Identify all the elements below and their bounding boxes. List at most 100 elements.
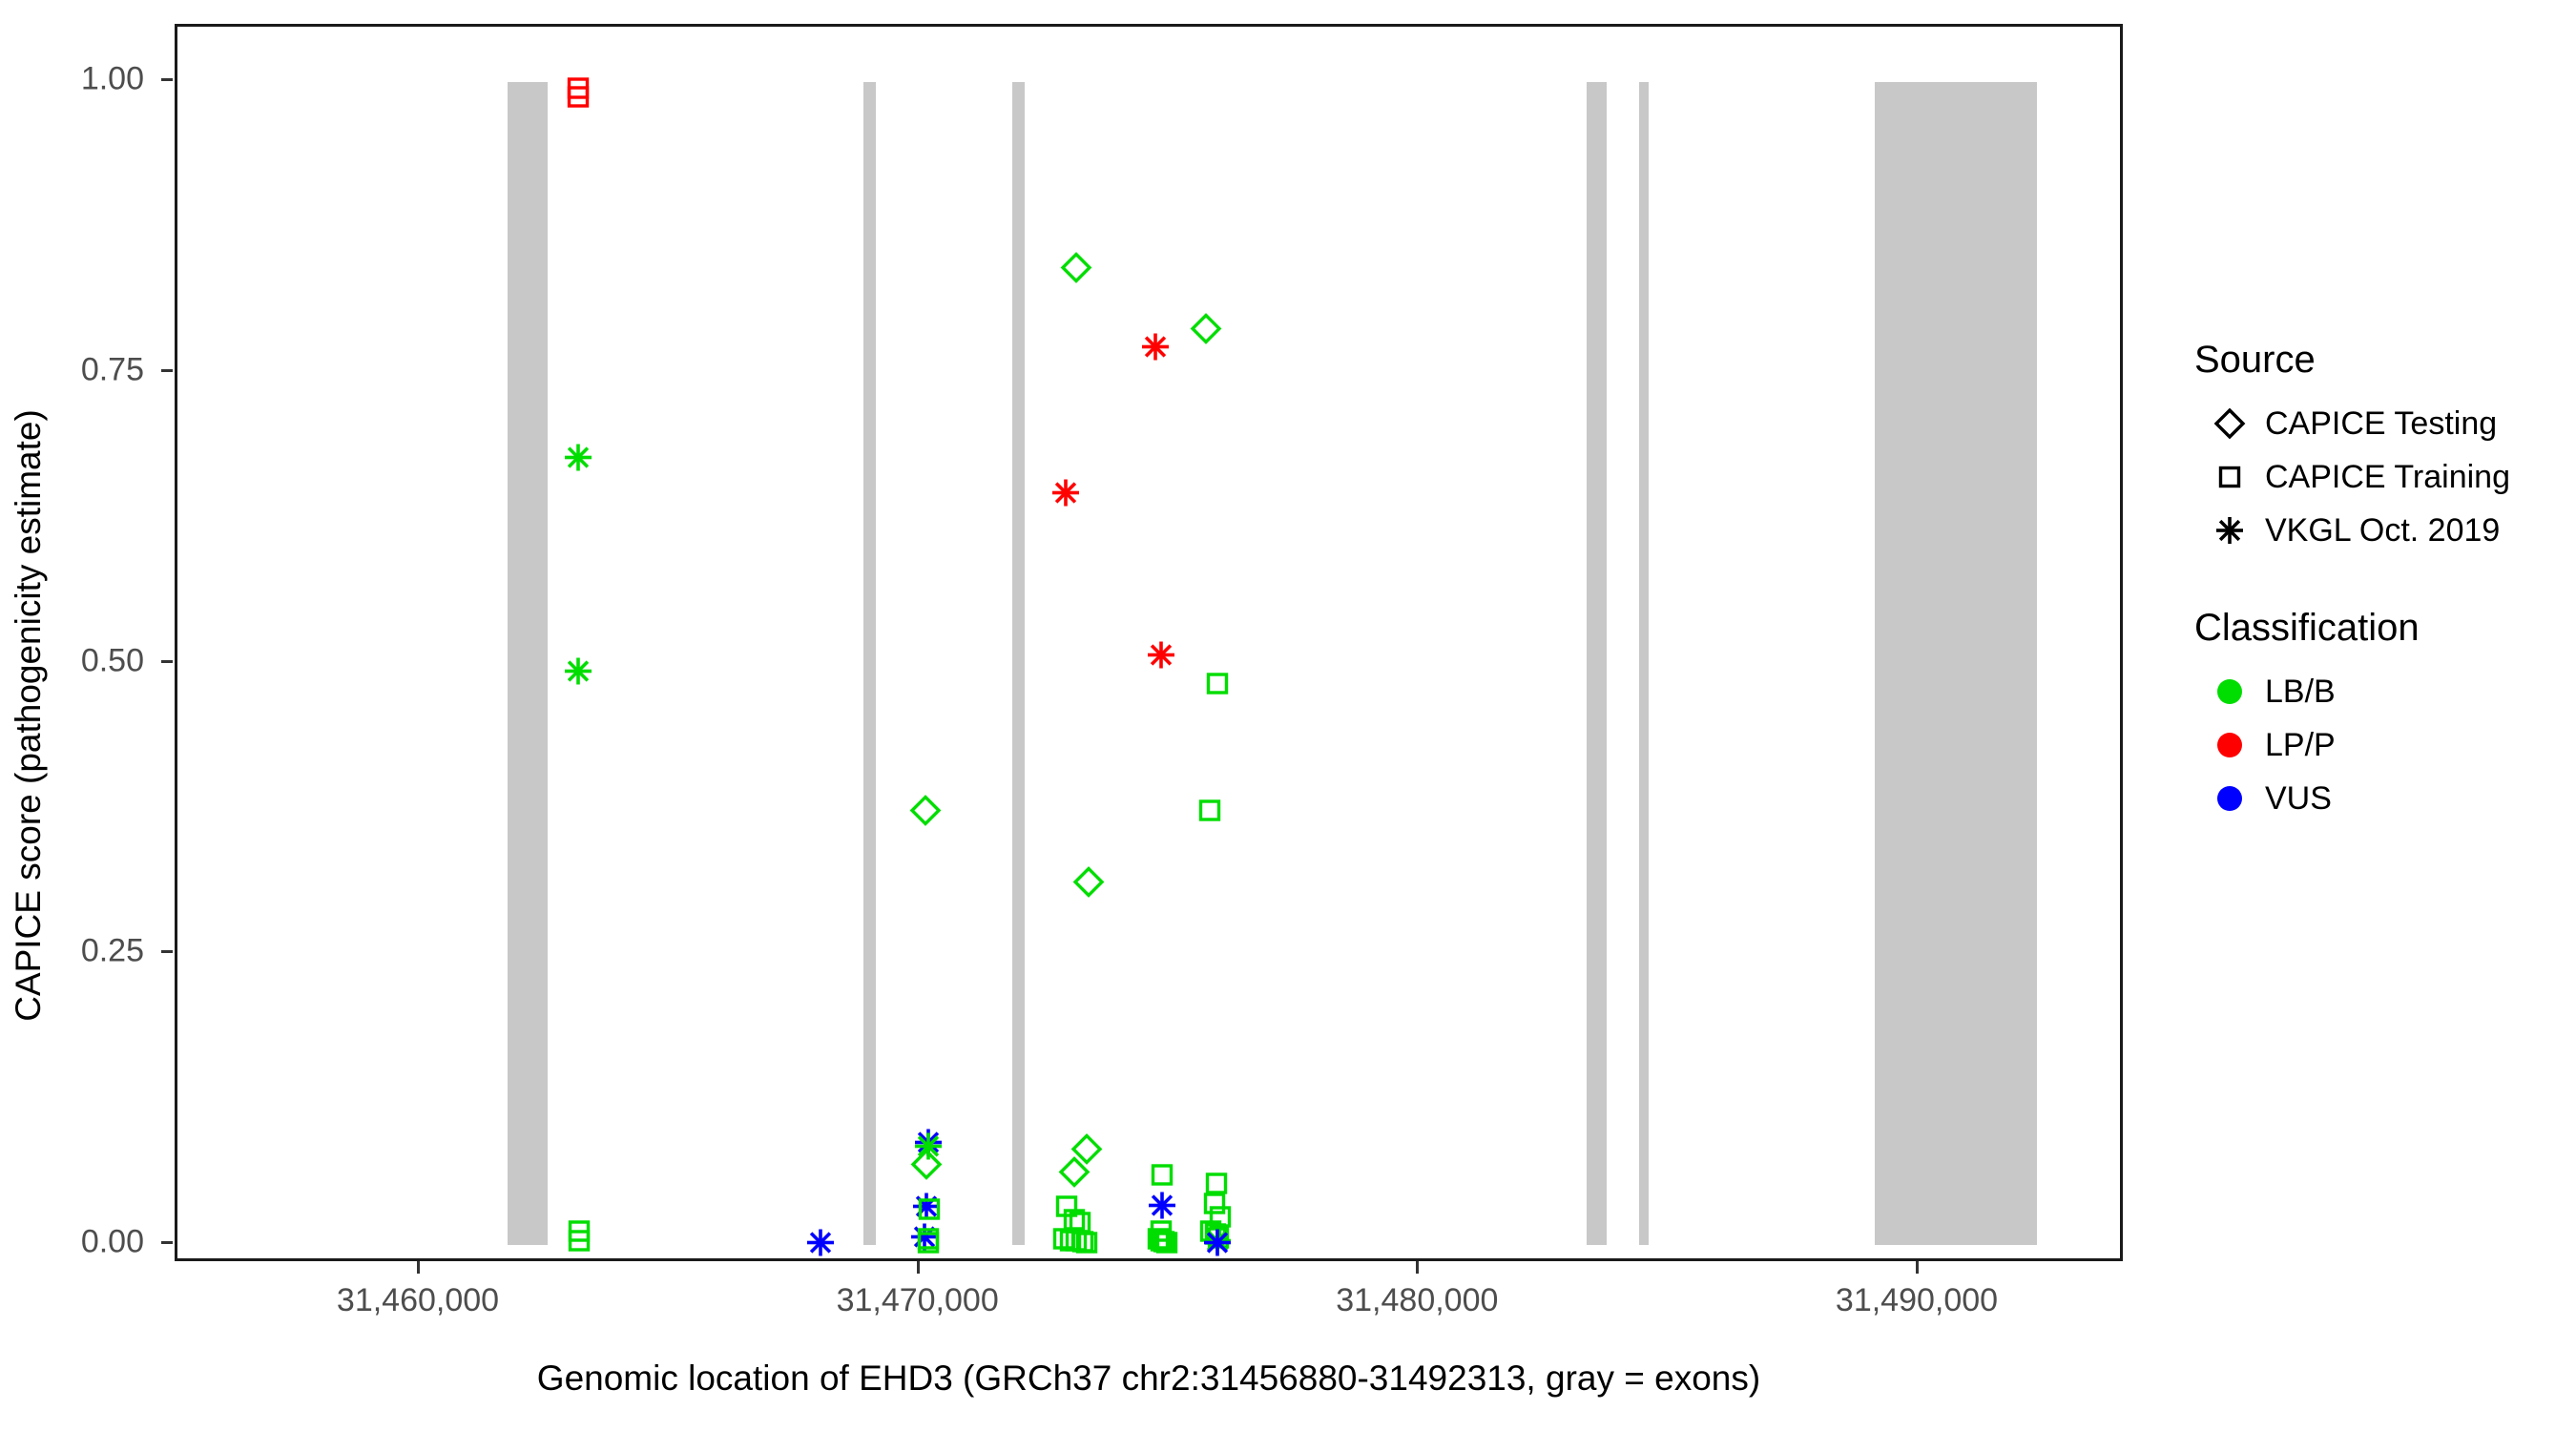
data-point xyxy=(563,1214,595,1252)
legend-item-asterisk[interactable]: VKGL Oct. 2019 xyxy=(2194,504,2557,557)
data-point xyxy=(562,655,594,693)
data-point xyxy=(910,1191,943,1228)
y-axis-tick xyxy=(161,659,173,663)
data-point xyxy=(1067,1225,1099,1258)
data-point xyxy=(1200,1167,1233,1204)
data-point xyxy=(1048,1223,1080,1258)
data-point xyxy=(1145,1214,1177,1252)
y-axis-tick-label: 0.00 xyxy=(80,1223,144,1260)
x-axis-tick-label: 31,480,000 xyxy=(1336,1282,1499,1318)
x-axis-tick xyxy=(1416,1261,1420,1274)
data-point xyxy=(1050,1191,1083,1228)
x-axis-tick xyxy=(417,1261,420,1274)
classification-lb-b-icon xyxy=(2194,679,2265,704)
data-point xyxy=(563,1224,595,1258)
x-axis-title: Genomic location of EHD3 (GRCh37 chr2:31… xyxy=(536,1358,1761,1398)
y-axis-tick xyxy=(161,78,173,81)
x-axis-tick-label: 31,490,000 xyxy=(1835,1282,1999,1318)
data-point xyxy=(1201,1227,1234,1259)
legend: Source CAPICE Testing CAPICE Training VKGL… xyxy=(2194,339,2557,825)
x-axis-tick-label: 31,460,000 xyxy=(336,1282,500,1318)
data-point xyxy=(1070,1227,1103,1259)
x-axis-tick xyxy=(1916,1261,1919,1274)
data-point xyxy=(1146,1159,1178,1196)
data-point xyxy=(1142,1223,1174,1258)
legend-item-classification-lp-p[interactable]: LP/P xyxy=(2194,718,2557,772)
y-axis-tick-label: 0.25 xyxy=(80,932,144,969)
data-point xyxy=(1060,252,1092,289)
y-axis-tick-label: 0.50 xyxy=(80,642,144,678)
data-point xyxy=(1064,1207,1096,1244)
y-axis-tick-label: 0.75 xyxy=(80,351,144,388)
data-point xyxy=(909,794,942,831)
data-point xyxy=(1070,1133,1103,1171)
data-point xyxy=(908,1220,941,1257)
data-point xyxy=(1199,1218,1232,1255)
y-axis-tick xyxy=(161,368,173,372)
legend-item-label: VKGL Oct. 2019 xyxy=(2265,511,2501,549)
legend-item-label: CAPICE Testing xyxy=(2265,404,2498,442)
classification-lp-p-icon xyxy=(2194,733,2265,757)
legend-group-source: CAPICE Testing CAPICE Training VKGL Oct. 2… xyxy=(2194,397,2557,557)
data-point xyxy=(1201,1224,1234,1258)
classification-vus-icon xyxy=(2194,786,2265,811)
data-point xyxy=(804,1227,837,1259)
data-point xyxy=(1054,1224,1087,1258)
data-point xyxy=(1204,1201,1236,1238)
data-point xyxy=(1146,1189,1178,1226)
data-point xyxy=(1201,667,1234,704)
plot-panel xyxy=(175,24,2123,1261)
x-axis-tick-label: 31,470,000 xyxy=(836,1282,999,1318)
y-axis-tick xyxy=(161,950,173,954)
exon-bar xyxy=(508,82,548,1245)
data-point xyxy=(1145,1224,1177,1258)
data-point xyxy=(1049,476,1082,513)
legend-spacer xyxy=(2194,557,2557,607)
asterisk-icon xyxy=(2194,514,2265,547)
legend-item-label: LB/B xyxy=(2265,673,2336,710)
legend-item-classification-vus[interactable]: VUS xyxy=(2194,772,2557,825)
data-point xyxy=(1198,1187,1231,1224)
square-icon xyxy=(2194,461,2265,493)
legend-title-classification: Classification xyxy=(2194,607,2420,649)
data-point xyxy=(1072,866,1105,903)
data-point xyxy=(1202,1222,1235,1258)
data-point xyxy=(1145,639,1177,676)
y-axis-tick-label: 1.00 xyxy=(80,60,144,97)
data-point xyxy=(910,1149,943,1186)
exon-bar xyxy=(1587,82,1607,1245)
data-point xyxy=(1148,1225,1180,1258)
data-point xyxy=(912,1130,945,1167)
legend-item-label: LP/P xyxy=(2265,726,2336,763)
exon-bar xyxy=(1875,82,2037,1245)
diamond-icon xyxy=(2194,407,2265,440)
data-point xyxy=(1058,1203,1091,1240)
data-point xyxy=(912,1223,945,1258)
legend-item-classification-lb-b[interactable]: LB/B xyxy=(2194,665,2557,718)
exon-bar xyxy=(1638,82,1649,1245)
y-axis-tick xyxy=(161,1241,173,1244)
legend-group-classification: LB/B LP/P VUS xyxy=(2194,665,2557,825)
data-point xyxy=(1195,1214,1227,1252)
data-point xyxy=(1151,1227,1183,1259)
data-point xyxy=(562,72,594,109)
data-point xyxy=(1194,794,1226,831)
legend-item-label: VUS xyxy=(2265,779,2332,817)
data-point xyxy=(1060,1224,1092,1258)
data-point xyxy=(1190,312,1222,349)
legend-item-label: CAPICE Training xyxy=(2265,458,2510,495)
x-axis-tick xyxy=(916,1261,920,1274)
legend-item-square[interactable]: CAPICE Training xyxy=(2194,450,2557,504)
legend-item-diamond[interactable]: CAPICE Testing xyxy=(2194,397,2557,450)
data-point xyxy=(912,1227,945,1259)
legend-title-source: Source xyxy=(2194,339,2316,381)
data-point xyxy=(1058,1155,1091,1192)
data-point xyxy=(913,1192,945,1230)
data-point xyxy=(912,1127,945,1164)
data-point xyxy=(1139,331,1172,368)
exon-bar xyxy=(862,82,877,1245)
data-point xyxy=(562,442,594,479)
exon-bar xyxy=(1012,82,1026,1245)
data-point xyxy=(562,81,594,118)
